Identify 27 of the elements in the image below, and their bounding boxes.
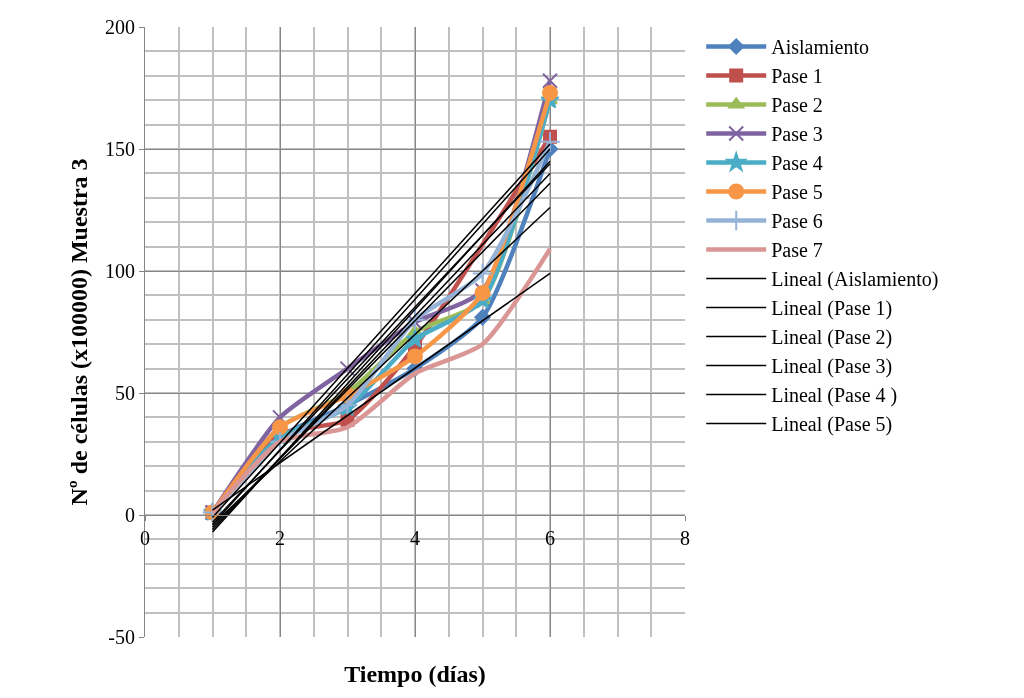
x-tick-label: 8 (680, 527, 690, 549)
legend-label: Lineal (Pase 1) (771, 297, 893, 321)
y-tick-label: -50 (108, 626, 135, 648)
x-tick-label: 2 (275, 527, 285, 549)
x-tick-label: 4 (410, 527, 420, 549)
legend-label: Pase 5 (771, 181, 823, 204)
legend-label: Lineal (Pase 4 ) (771, 384, 898, 408)
x-tick-label: 0 (140, 527, 150, 549)
y-axis-title: Nº de células (x100000) Muestra 3 (66, 158, 93, 506)
legend-label: Pase 1 (771, 65, 823, 88)
legend-label: Pase 7 (771, 239, 823, 262)
legend-label: Pase 3 (771, 123, 823, 146)
legend-label: Aislamiento (771, 36, 869, 59)
legend-label: Pase 2 (771, 94, 823, 117)
y-tick-label: 150 (105, 138, 135, 160)
legend-label: Pase 4 (771, 152, 823, 175)
y-tick-label: 50 (115, 382, 135, 404)
y-tick-label: 200 (105, 16, 135, 38)
x-axis-title: Tiempo (días) (344, 661, 486, 688)
x-tick-label: 6 (545, 527, 555, 549)
legend-label: Lineal (Pase 5) (771, 413, 893, 437)
y-tick-label: 100 (105, 260, 135, 282)
legend-label: Lineal (Pase 3) (771, 355, 893, 379)
legend-label: Lineal (Pase 2) (771, 326, 893, 350)
legend-label: Lineal (Aislamiento) (771, 268, 939, 292)
y-tick-label: 0 (125, 504, 135, 526)
legend-label: Pase 6 (771, 210, 823, 233)
